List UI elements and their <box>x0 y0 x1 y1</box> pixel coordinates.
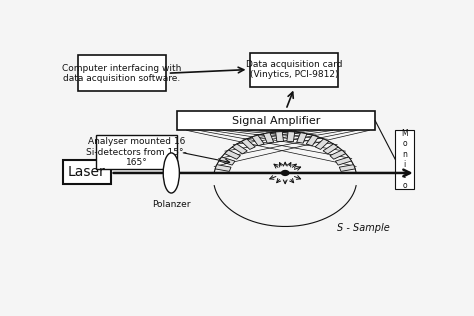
Text: Analyser mounted 16
Si-detectors from 15°-
165°: Analyser mounted 16 Si-detectors from 15… <box>86 137 187 167</box>
FancyBboxPatch shape <box>395 131 414 189</box>
Text: S - Sample: S - Sample <box>337 223 390 233</box>
Text: M
o
n
i
t
o: M o n i t o <box>401 129 408 190</box>
Text: Signal Amplifier: Signal Amplifier <box>232 116 320 126</box>
FancyBboxPatch shape <box>78 55 166 91</box>
Polygon shape <box>219 157 235 165</box>
FancyBboxPatch shape <box>96 135 177 169</box>
Polygon shape <box>323 144 338 154</box>
Polygon shape <box>225 150 240 159</box>
Text: Computer interfacing with
data acquisition software.: Computer interfacing with data acquisiti… <box>62 64 182 83</box>
Ellipse shape <box>163 153 179 193</box>
Polygon shape <box>264 133 273 143</box>
Polygon shape <box>297 133 307 143</box>
Polygon shape <box>287 131 295 142</box>
Polygon shape <box>339 165 355 171</box>
Text: Laser: Laser <box>68 165 106 179</box>
Polygon shape <box>232 144 247 154</box>
Text: Data acquisition card
(Vinytics, PCI-9812): Data acquisition card (Vinytics, PCI-981… <box>246 60 343 79</box>
FancyBboxPatch shape <box>63 160 110 184</box>
FancyBboxPatch shape <box>177 111 375 131</box>
FancyBboxPatch shape <box>250 52 338 87</box>
Polygon shape <box>276 131 283 142</box>
Polygon shape <box>315 139 329 149</box>
Polygon shape <box>241 139 255 149</box>
Polygon shape <box>215 165 231 171</box>
Polygon shape <box>336 157 352 165</box>
Polygon shape <box>252 135 264 146</box>
Text: Polanzer: Polanzer <box>152 200 191 209</box>
Circle shape <box>282 171 289 175</box>
Polygon shape <box>330 150 346 159</box>
Polygon shape <box>306 135 319 146</box>
